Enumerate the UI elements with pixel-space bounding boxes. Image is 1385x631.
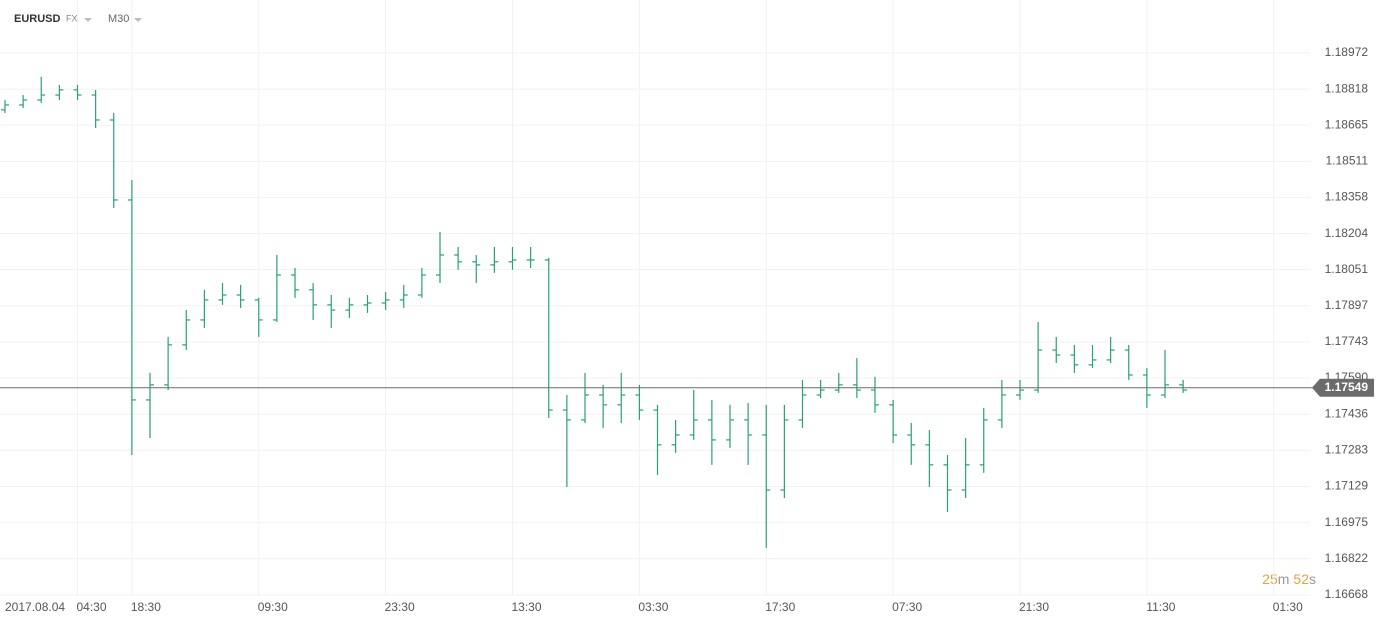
- last-price-label: 1.17549: [1325, 380, 1369, 394]
- x-tick-label: 09:30: [258, 600, 288, 614]
- y-tick-label: 1.16975: [1325, 515, 1369, 529]
- x-tick-label: 03:30: [638, 600, 668, 614]
- y-tick-label: 1.18051: [1325, 262, 1369, 276]
- x-date-label: 2017.08.04: [5, 600, 65, 614]
- dropdown-caret[interactable]: [84, 18, 92, 22]
- y-tick-label: 1.17129: [1325, 479, 1369, 493]
- timer-unit: m: [1278, 571, 1290, 587]
- y-tick-label: 1.18818: [1325, 81, 1369, 95]
- x-tick-label: 13:30: [511, 600, 541, 614]
- y-tick-label: 1.17436: [1325, 406, 1369, 420]
- x-tick-label: 23:30: [385, 600, 415, 614]
- x-tick-label: 07:30: [892, 600, 922, 614]
- x-tick-label: 01:30: [1273, 600, 1303, 614]
- y-tick-label: 1.16822: [1325, 551, 1369, 565]
- y-tick-label: 1.17283: [1325, 442, 1369, 456]
- timer: 25m 52s: [1262, 571, 1316, 587]
- timer-seconds: 52: [1293, 571, 1309, 587]
- last-price-tag: [1312, 378, 1374, 397]
- dropdown-caret[interactable]: [134, 18, 142, 22]
- x-tick-label: 18:30: [131, 600, 161, 614]
- y-tick-label: 1.18204: [1325, 226, 1369, 240]
- x-tick-label: 11:30: [1146, 600, 1175, 614]
- timeframe[interactable]: M30: [108, 13, 129, 25]
- y-tick-label: 1.18511: [1326, 154, 1369, 168]
- market[interactable]: FX: [66, 13, 78, 23]
- x-tick-label: 17:30: [765, 600, 795, 614]
- y-tick-label: 1.17743: [1325, 334, 1369, 348]
- y-tick-label: 1.18358: [1325, 190, 1369, 204]
- y-tick-label: 1.18972: [1325, 45, 1369, 59]
- y-tick-label: 1.18665: [1325, 117, 1369, 131]
- y-tick-label: 1.16668: [1325, 587, 1369, 601]
- x-tick-label: 04:30: [76, 600, 106, 614]
- timer-unit: s: [1309, 571, 1316, 587]
- timer-minutes: 25: [1262, 571, 1278, 587]
- symbol[interactable]: EURUSD: [14, 13, 61, 25]
- y-tick-label: 1.17897: [1325, 298, 1369, 312]
- x-tick-label: 21:30: [1019, 600, 1049, 614]
